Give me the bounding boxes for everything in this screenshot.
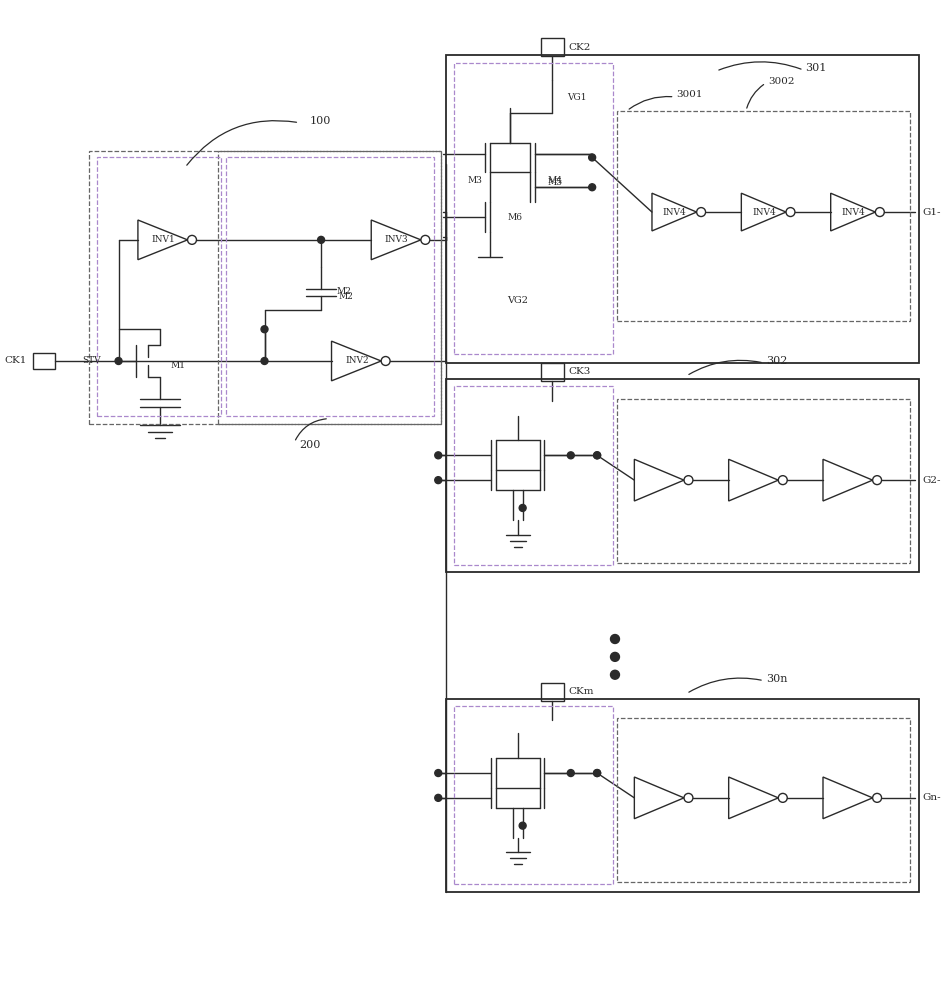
Text: 100: 100	[310, 116, 330, 126]
Bar	[454, 706, 613, 884]
Text: 3001: 3001	[677, 90, 703, 99]
Bar	[447, 55, 919, 363]
Text: INV4: INV4	[841, 208, 865, 217]
Circle shape	[594, 452, 600, 459]
Text: INV2: INV2	[345, 356, 369, 365]
Text: VG2: VG2	[507, 296, 529, 305]
Bar	[541, 363, 565, 381]
Circle shape	[435, 477, 442, 484]
Text: 30n: 30n	[766, 674, 787, 684]
Bar	[454, 386, 613, 565]
Circle shape	[611, 635, 619, 643]
Circle shape	[594, 770, 600, 777]
Circle shape	[594, 770, 600, 777]
Circle shape	[115, 358, 122, 364]
Circle shape	[261, 358, 268, 364]
Circle shape	[611, 670, 619, 679]
Bar	[541, 683, 565, 701]
Text: 3002: 3002	[767, 77, 795, 86]
Text: CK3: CK3	[568, 367, 591, 376]
Bar	[218, 151, 441, 424]
Text: 200: 200	[299, 440, 321, 450]
Text: VG1: VG1	[567, 93, 587, 102]
Bar	[617, 399, 910, 563]
Text: M3: M3	[467, 176, 482, 185]
Text: CK2: CK2	[568, 43, 591, 52]
Text: 301: 301	[805, 63, 827, 73]
Bar	[617, 718, 910, 882]
Circle shape	[589, 154, 596, 161]
Text: M6: M6	[508, 213, 523, 222]
Bar	[454, 63, 613, 354]
Circle shape	[567, 770, 574, 777]
Text: M4: M4	[548, 176, 563, 185]
Text: INV1: INV1	[151, 235, 175, 244]
Circle shape	[589, 184, 596, 191]
Bar	[617, 111, 910, 321]
Circle shape	[435, 794, 442, 801]
Text: INV4: INV4	[752, 208, 776, 217]
Circle shape	[567, 452, 574, 459]
Text: STV: STV	[82, 356, 101, 365]
Bar	[226, 157, 434, 416]
Circle shape	[611, 652, 619, 661]
Text: INV4: INV4	[663, 208, 686, 217]
Bar	[541, 38, 565, 56]
Text: M5: M5	[548, 178, 563, 187]
Text: M2: M2	[339, 292, 354, 301]
Circle shape	[317, 236, 325, 243]
Text: 302: 302	[766, 356, 787, 366]
Text: INV3: INV3	[385, 235, 409, 244]
Bar	[447, 699, 919, 892]
Text: G2-: G2-	[923, 476, 941, 485]
Bar	[33, 353, 55, 369]
Circle shape	[519, 504, 526, 511]
Circle shape	[594, 452, 600, 459]
Text: Gn-: Gn-	[923, 793, 941, 802]
Text: G1-: G1-	[923, 208, 941, 217]
Text: M2: M2	[337, 287, 352, 296]
Circle shape	[519, 822, 526, 829]
Text: CKm: CKm	[568, 687, 594, 696]
Bar	[447, 379, 919, 572]
Circle shape	[435, 770, 442, 777]
Bar	[89, 151, 441, 424]
Circle shape	[435, 452, 442, 459]
Bar	[96, 157, 221, 416]
Circle shape	[261, 326, 268, 333]
Text: M1: M1	[170, 361, 185, 370]
Text: CK1: CK1	[5, 356, 27, 365]
